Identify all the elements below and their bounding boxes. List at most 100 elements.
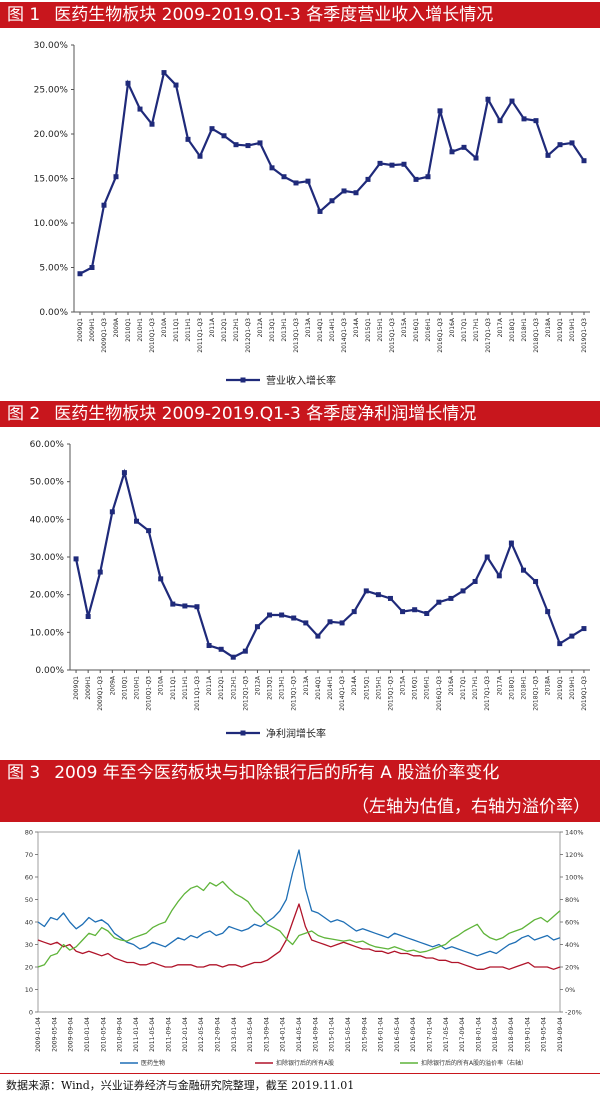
- profit-data-point: [146, 528, 152, 534]
- profit-x-tick-label: 2015A: [400, 675, 407, 695]
- premium-x-tick-label: 2009-05-04: [51, 1017, 58, 1052]
- revenue-data-point: [173, 82, 179, 88]
- premium-left-tick-label: 10: [25, 986, 33, 994]
- profit-x-tick-label: 2013A: [303, 675, 310, 695]
- source-note: 数据来源：Wind，兴业证券经济与金融研究院整理，截至 2019.11.01: [6, 1079, 355, 1092]
- premium-left-tick-label: 20: [25, 964, 33, 972]
- premium-left-tick-label: 60: [25, 874, 33, 882]
- profit-x-tick-label: 2018Q1-Q3: [533, 676, 540, 711]
- profit-y-tick-label: 30.00%: [30, 553, 65, 563]
- revenue-data-point: [389, 162, 395, 168]
- profit-data-point: [182, 603, 188, 609]
- revenue-data-point: [377, 160, 383, 166]
- revenue-x-tick-label: 2017A: [497, 317, 504, 337]
- revenue-data-point: [317, 208, 323, 214]
- revenue-data-point: [353, 190, 359, 196]
- revenue-x-tick-label: 2012Q1-Q3: [245, 318, 252, 353]
- profit-x-tick-label: 2019Q1-Q3: [581, 676, 588, 711]
- revenue-x-tick-label: 2012H1: [233, 318, 240, 342]
- premium-series-premium-rate-legend-label: 扣除银行后的所有A股的溢价率（右轴）: [421, 1059, 527, 1067]
- revenue-data-point: [413, 176, 419, 182]
- revenue-y-tick-label: 25.00%: [34, 86, 69, 96]
- profit-x-tick-label: 2012H1: [230, 676, 237, 700]
- profit-x-tick-label: 2016Q1: [412, 676, 419, 700]
- profit-x-tick-label: 2009Q1: [73, 676, 80, 700]
- revenue-x-tick-label: 2013A: [305, 317, 312, 337]
- premium-x-tick-label: 2016-01-04: [378, 1017, 385, 1052]
- premium-series-pharma: [37, 849, 561, 957]
- revenue-data-point: [245, 143, 251, 149]
- premium-right-tick-label: 80%: [565, 896, 579, 904]
- profit-y-tick-label: 40.00%: [30, 515, 65, 525]
- premium-x-tick-label: 2012-09-04: [214, 1017, 221, 1052]
- profit-x-tick-label: 2013Q1-Q3: [291, 676, 298, 711]
- premium-right-tick-label: 60%: [565, 919, 579, 927]
- profit-x-tick-label: 2015Q1-Q3: [387, 676, 394, 711]
- profit-x-tick-label: 2016A: [448, 675, 455, 695]
- figure-3-number: 图 3: [7, 763, 41, 783]
- profit-y-tick-label: 60.00%: [30, 440, 65, 450]
- profit-x-tick-label: 2010A: [158, 675, 165, 695]
- profit-series-line: [74, 468, 585, 659]
- profit-x-tick-label: 2017Q1: [460, 676, 467, 700]
- premium-left-tick-label: 30: [25, 941, 33, 949]
- source-divider: [0, 1073, 600, 1074]
- revenue-data-point: [149, 121, 155, 127]
- revenue-x-tick-label: 2009Q1: [77, 318, 84, 342]
- profit-data-point: [97, 569, 103, 575]
- profit-y-tick-label: 50.00%: [30, 478, 65, 488]
- profit-x-tick-label: 2012Q1: [218, 676, 225, 700]
- profit-data-point: [351, 609, 357, 615]
- profit-x-tick-label: 2009A: [109, 675, 116, 695]
- revenue-data-point: [89, 265, 95, 270]
- revenue-x-tick-label: 2019Q1: [557, 318, 564, 342]
- revenue-data-point: [521, 116, 527, 122]
- revenue-x-tick-label: 2013H1: [281, 318, 288, 342]
- revenue-x-tick-label: 2015Q1: [365, 318, 372, 342]
- profit-data-point: [73, 556, 79, 562]
- premium-x-tick-label: 2017-09-04: [459, 1017, 466, 1052]
- revenue-data-point: [437, 108, 443, 114]
- revenue-x-tick-label: 2012Q1: [221, 318, 228, 342]
- profit-x-tick-label: 2010H1: [134, 676, 141, 700]
- premium-x-tick-label: 2011-01-04: [133, 1017, 140, 1052]
- premium-x-tick-label: 2016-05-04: [394, 1017, 401, 1052]
- revenue-x-tick-label: 2015H1: [377, 318, 384, 342]
- profit-data-point: [194, 604, 200, 610]
- revenue-data-point: [473, 155, 479, 161]
- revenue-data-point: [533, 118, 539, 124]
- revenue-data-point: [113, 174, 119, 180]
- revenue-x-tick-label: 2019Q1-Q3: [581, 318, 588, 353]
- revenue-data-point: [509, 98, 515, 104]
- profit-data-point: [267, 612, 273, 618]
- profit-x-tick-label: 2019Q1: [557, 676, 564, 700]
- revenue-data-point: [233, 142, 239, 148]
- figure-1-title: 医药生物板块 2009-2019.Q1-3 各季度营业收入增长情况: [54, 5, 494, 25]
- profit-y-tick-label: 0.00%: [35, 666, 64, 676]
- premium-x-tick-label: 2014-05-04: [296, 1017, 303, 1052]
- premium-right-tick-label: 120%: [565, 851, 584, 859]
- premium-x-tick-label: 2011-09-04: [166, 1017, 173, 1052]
- profit-data-point: [327, 619, 333, 625]
- revenue-y-tick-label: 20.00%: [34, 130, 69, 140]
- premium-series-ashare-ex-bank-legend-label: 扣除银行后的所有A股: [276, 1059, 334, 1067]
- revenue-data-point: [401, 161, 407, 167]
- profit-data-point: [303, 620, 309, 626]
- premium-x-tick-label: 2012-01-04: [182, 1017, 189, 1052]
- revenue-data-point: [497, 118, 503, 124]
- revenue-data-point: [545, 152, 551, 158]
- revenue-data-point: [125, 80, 131, 86]
- profit-x-tick-label: 2011H1: [182, 676, 189, 700]
- profit-x-tick-label: 2011Q1: [170, 676, 177, 700]
- revenue-x-tick-label: 2014Q1-Q3: [341, 318, 348, 353]
- profit-data-point: [218, 646, 224, 652]
- profit-data-point: [412, 607, 418, 613]
- premium-x-tick-label: 2013-09-04: [263, 1017, 270, 1052]
- revenue-legend-label: 营业收入增长率: [266, 374, 336, 387]
- premium-x-tick-label: 2009-01-04: [35, 1017, 42, 1052]
- profit-data-point: [242, 648, 248, 654]
- premium-x-tick-label: 2018-05-04: [492, 1017, 499, 1052]
- revenue-y-tick-label: 30.00%: [34, 41, 69, 51]
- premium-right-tick-label: 100%: [565, 874, 584, 882]
- revenue-data-point: [569, 140, 575, 146]
